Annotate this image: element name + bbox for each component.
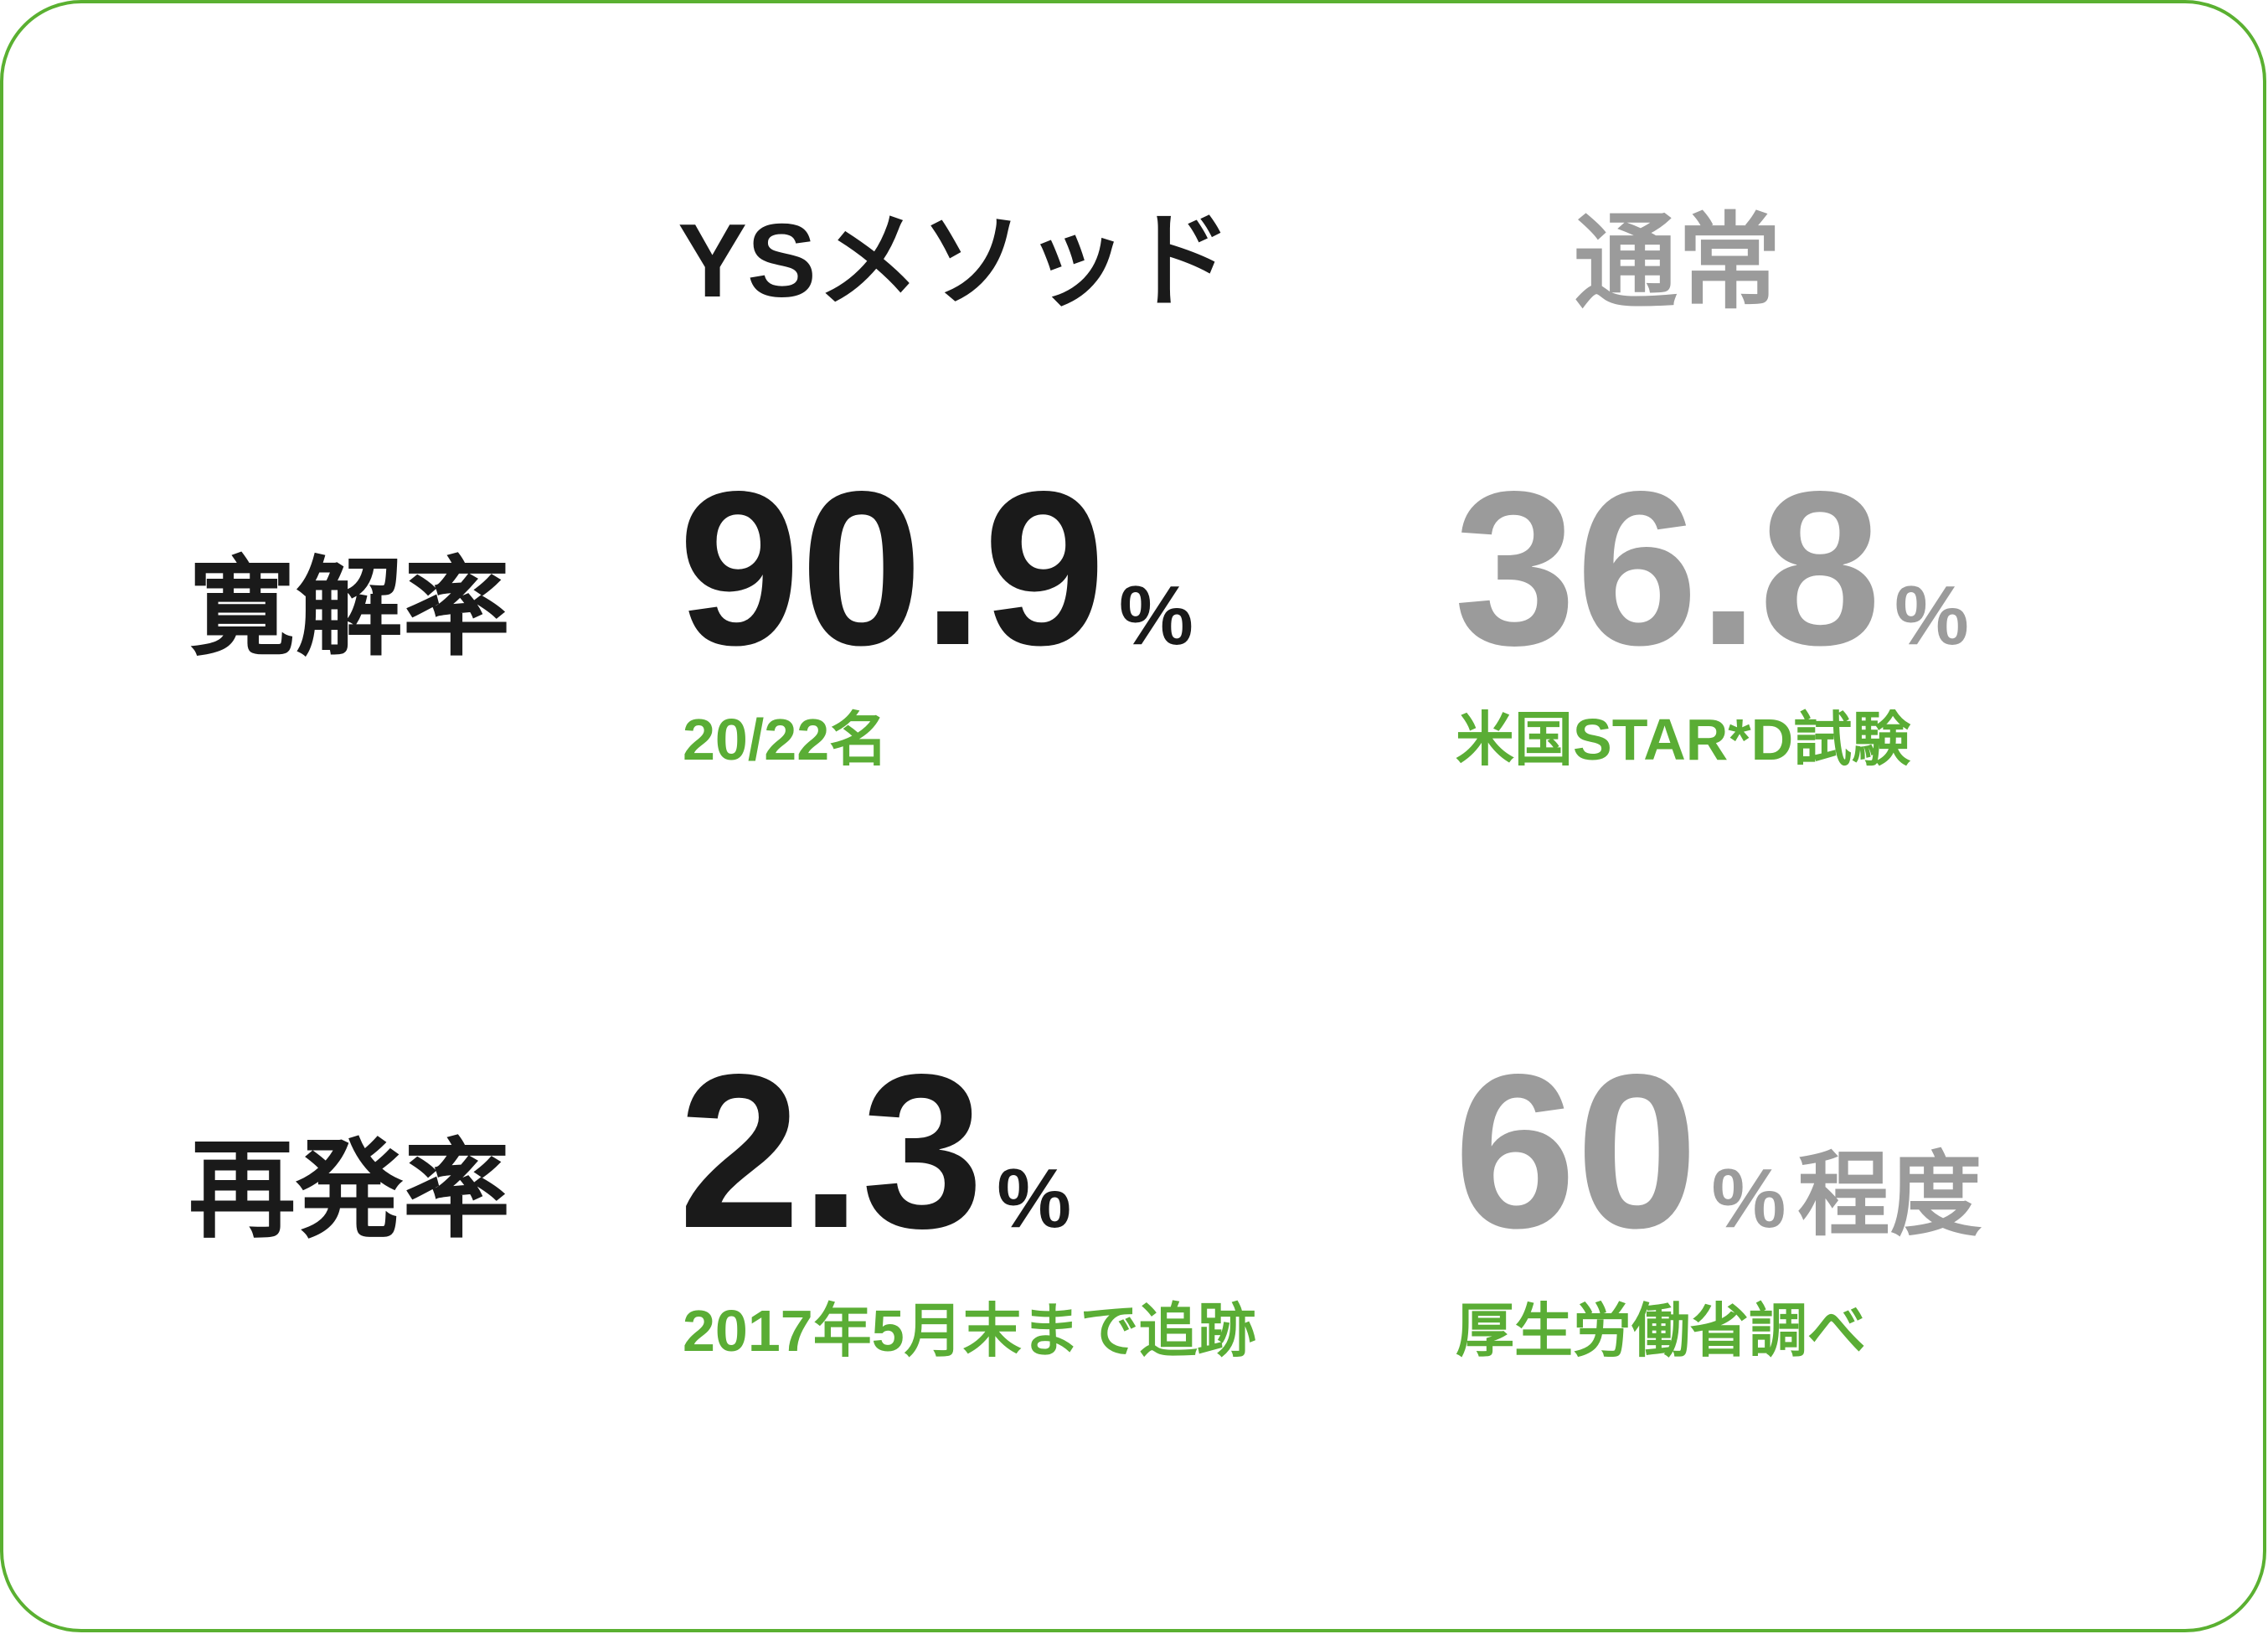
note: 厚生労働省調べ	[1456, 1298, 1866, 1363]
note: 2017年5月末まで追跡	[683, 1298, 1256, 1363]
row-label: 寛解率	[188, 549, 510, 668]
value: 36.8%	[1454, 446, 1969, 691]
value-unit: %	[997, 1152, 1071, 1245]
value: 2.3%	[678, 1028, 1071, 1274]
value-unit: %	[1119, 569, 1193, 662]
note: 20/22名	[683, 707, 888, 772]
value-suffix: 程度	[1797, 1144, 1982, 1247]
column-header: YSメソッド	[678, 204, 1231, 319]
row-label: 再発率	[188, 1131, 510, 1250]
value: 60% 程度	[1454, 1028, 1982, 1274]
note: 米国STAR*D試験	[1456, 707, 1911, 772]
value: 90.9%	[678, 446, 1193, 691]
value-number: 60	[1454, 1028, 1698, 1274]
value-number: 2.3	[678, 1028, 983, 1274]
value-unit: %	[1711, 1152, 1786, 1245]
column-header: 通常	[1574, 205, 1781, 321]
value-unit: %	[1894, 569, 1969, 662]
value-number: 90.9	[678, 446, 1106, 691]
value-number: 36.8	[1454, 446, 1881, 691]
